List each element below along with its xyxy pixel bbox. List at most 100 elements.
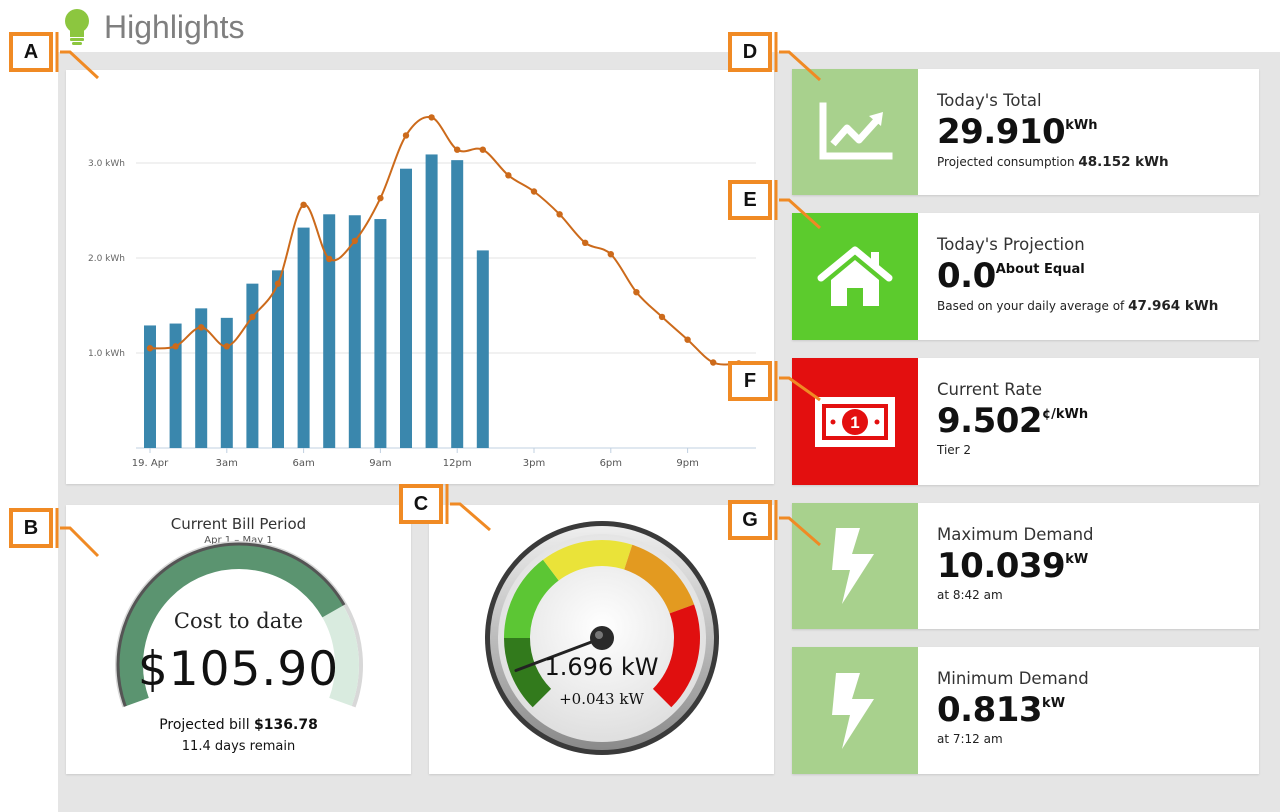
usage-bar[interactable] (348, 215, 361, 448)
bill-period-dates: Apr 1 – May 1 (204, 535, 273, 546)
average-point[interactable] (223, 343, 230, 350)
min-demand-card[interactable]: Minimum Demand 0.813kW at 7:12 am (792, 647, 1259, 774)
usage-chart[interactable]: 1.0 kWh 2.0 kWh 3.0 kWh 19. Apr 3am 6am 9am 12… (66, 70, 774, 484)
page-title: Highlights (104, 8, 245, 45)
today-projection-sub: Based on your daily average of 47.964 kW… (937, 298, 1251, 314)
projected-bill-value: $136.78 (254, 717, 318, 733)
today-projection-unit: About Equal (995, 262, 1085, 277)
average-point[interactable] (300, 201, 307, 208)
average-point[interactable] (146, 345, 154, 352)
bill-gauge-outline (116, 542, 346, 707)
average-point[interactable] (530, 188, 538, 195)
projected-bill: Projected bill $136.78 (66, 717, 411, 733)
x-tick-label: 6am (292, 458, 314, 469)
home-icon (817, 246, 893, 306)
today-total-card[interactable]: Today's Total 29.910kWh Projected consum… (792, 69, 1259, 195)
usage-bar[interactable] (374, 219, 387, 448)
usage-bar[interactable] (246, 283, 259, 448)
average-point[interactable] (172, 343, 179, 350)
today-projection-value: 0.0About Equal (937, 256, 1251, 296)
today-total-sub-text: Projected consumption (937, 155, 1079, 169)
usage-bar[interactable] (297, 227, 310, 448)
today-projection-sub-text: Based on your daily average of (937, 299, 1129, 313)
today-total-unit: kWh (1065, 118, 1098, 133)
min-demand-label: Minimum Demand (937, 669, 1089, 688)
bill-period-card: Current Bill Period Apr 1 – May 1 Cost t… (66, 505, 411, 774)
min-demand-unit: kW (1042, 696, 1066, 711)
min-demand-time: at 7:12 am (937, 732, 1003, 746)
lightbulb-icon (65, 9, 89, 45)
today-total-label: Today's Total (937, 91, 1042, 110)
today-projection-label: Today's Projection (937, 235, 1085, 254)
max-demand-label: Maximum Demand (937, 525, 1094, 544)
average-point[interactable] (607, 251, 614, 258)
gauge-hub (590, 626, 614, 650)
usage-bar[interactable] (272, 270, 284, 448)
today-projection-card[interactable]: Today's Projection 0.0About Equal Based … (792, 213, 1259, 340)
today-total-number: 29.910 (937, 112, 1066, 152)
callout-f: F (728, 361, 772, 401)
gauge-band (624, 544, 695, 614)
callout-c: C (399, 484, 443, 524)
average-point[interactable] (351, 237, 358, 245)
average-point[interactable] (710, 359, 717, 366)
average-point[interactable] (428, 114, 435, 121)
gauge-hub-shine (595, 631, 603, 639)
today-projection-icon-tile (792, 213, 918, 340)
callout-b: B (9, 508, 53, 548)
max-demand-card[interactable]: Maximum Demand 10.039kW at 8:42 am (792, 503, 1259, 629)
average-point[interactable] (198, 324, 205, 331)
current-rate-body: Current Rate 9.502¢/kWh Tier 2 (937, 380, 1251, 457)
max-demand-number: 10.039 (937, 546, 1066, 586)
average-point[interactable] (505, 172, 512, 179)
usage-bar[interactable] (425, 154, 438, 448)
usage-bar[interactable] (451, 160, 464, 448)
average-point[interactable] (377, 194, 384, 202)
callout-g: G (728, 500, 772, 540)
average-point[interactable] (684, 336, 691, 343)
lightning-icon (832, 672, 874, 749)
average-point[interactable] (479, 146, 486, 153)
x-tick-label: 12pm (443, 458, 472, 469)
min-demand-icon-tile (792, 647, 918, 774)
average-point[interactable] (658, 313, 666, 321)
gauge-needle (514, 636, 604, 673)
usage-bar[interactable] (220, 317, 233, 448)
money-icon: 1 (815, 396, 895, 447)
usage-bar[interactable] (169, 323, 182, 448)
usage-bar[interactable] (476, 250, 489, 448)
gauge-band (652, 604, 700, 708)
average-point[interactable] (326, 255, 333, 263)
average-point[interactable] (454, 146, 461, 153)
y-tick-label: 2.0 kWh (88, 254, 125, 264)
usage-bar[interactable] (144, 325, 156, 448)
average-point[interactable] (582, 239, 589, 246)
average-point[interactable] (402, 132, 410, 139)
page-header: Highlights (62, 6, 245, 48)
callout-e: E (728, 180, 772, 220)
usage-bar[interactable] (323, 214, 336, 448)
x-tick-label: 3am (216, 458, 238, 469)
x-tick-label: 9am (369, 458, 391, 469)
x-tick-label: 6pm (600, 458, 622, 469)
bill-period-title: Current Bill Period (170, 515, 307, 533)
usage-bar[interactable] (400, 168, 412, 448)
money-icon-numeral: 1 (850, 413, 859, 432)
demand-gauge-card: 1.696 kW +0.043 kW (429, 505, 774, 774)
current-rate-icon-tile: 1 (792, 358, 918, 485)
demand-delta: +0.043 kW (559, 690, 644, 708)
average-point[interactable] (249, 313, 256, 321)
max-demand-unit: kW (1065, 552, 1089, 567)
average-point[interactable] (274, 280, 282, 287)
bill-gauge (115, 541, 363, 708)
x-tick-label: 19. Apr (132, 458, 169, 469)
current-rate-card[interactable]: 1 Current Rate 9.502¢/kWh Tier 2 (792, 358, 1259, 485)
today-projection-number: 0.0 (937, 256, 996, 296)
usage-bar[interactable] (195, 308, 208, 448)
max-demand-body: Maximum Demand 10.039kW at 8:42 am (937, 525, 1251, 602)
y-tick-label: 1.0 kWh (88, 349, 125, 359)
average-point[interactable] (556, 211, 563, 218)
average-point[interactable] (633, 289, 640, 296)
callout-a: A (9, 32, 53, 72)
today-projection-body: Today's Projection 0.0About Equal Based … (937, 235, 1251, 314)
